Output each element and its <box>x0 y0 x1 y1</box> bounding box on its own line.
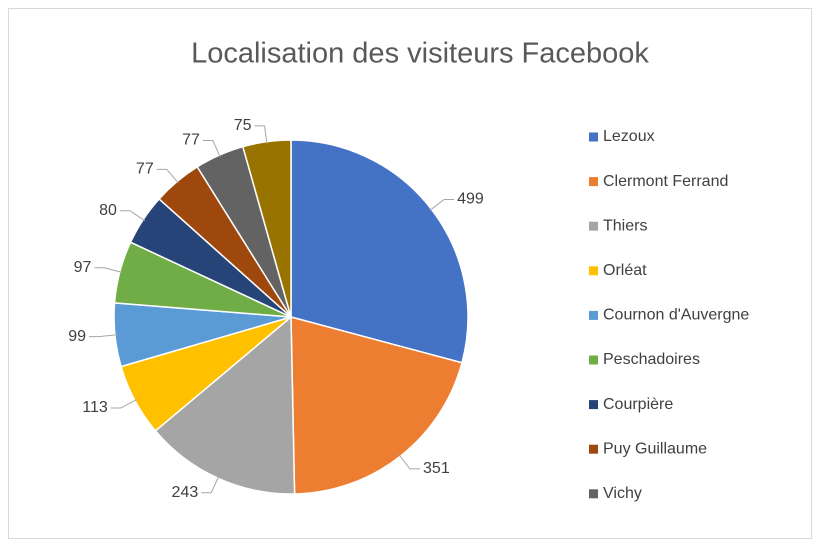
legend-label: Courpière <box>603 396 673 413</box>
chart-title: Localisation des visiteurs Facebook <box>191 38 649 70</box>
data-label: 77 <box>182 132 200 149</box>
leader-line <box>119 210 146 222</box>
legend-label: Peschadoires <box>603 351 700 368</box>
legend-label: Clermont Ferrand <box>603 173 728 190</box>
legend-swatch <box>589 310 598 320</box>
data-label: 75 <box>234 117 252 134</box>
legend-label: Orléat <box>603 262 647 279</box>
legend-swatch <box>589 489 598 499</box>
leader-line <box>94 267 122 273</box>
data-label: 99 <box>68 328 86 345</box>
legend-label: Cournon d'Auvergne <box>603 307 749 324</box>
leader-line <box>398 454 421 470</box>
legend-swatch <box>589 266 598 276</box>
leader-line <box>202 140 221 158</box>
legend-swatch <box>589 221 598 231</box>
leader-line <box>254 125 268 144</box>
leader-line <box>429 198 455 211</box>
legend-label: Vichy <box>603 485 642 502</box>
data-label: 80 <box>99 202 117 219</box>
legend-swatch <box>589 177 598 187</box>
legend-swatch <box>589 132 598 142</box>
leader-line <box>110 399 137 409</box>
legend-label: Lezoux <box>603 128 655 145</box>
legend-swatch <box>589 444 598 454</box>
data-label: 243 <box>172 484 199 501</box>
leader-line <box>201 476 220 494</box>
data-label: 351 <box>423 460 450 477</box>
leader-line <box>156 168 179 184</box>
legend-label: Puy Guillaume <box>603 440 707 457</box>
data-label: 97 <box>74 259 92 276</box>
data-label: 77 <box>136 161 154 178</box>
legend-label: Thiers <box>603 217 647 234</box>
data-label: 113 <box>82 399 108 416</box>
legend-swatch <box>589 355 598 365</box>
data-label: 499 <box>457 191 484 208</box>
leader-line <box>89 334 117 338</box>
legend-swatch <box>589 400 598 410</box>
